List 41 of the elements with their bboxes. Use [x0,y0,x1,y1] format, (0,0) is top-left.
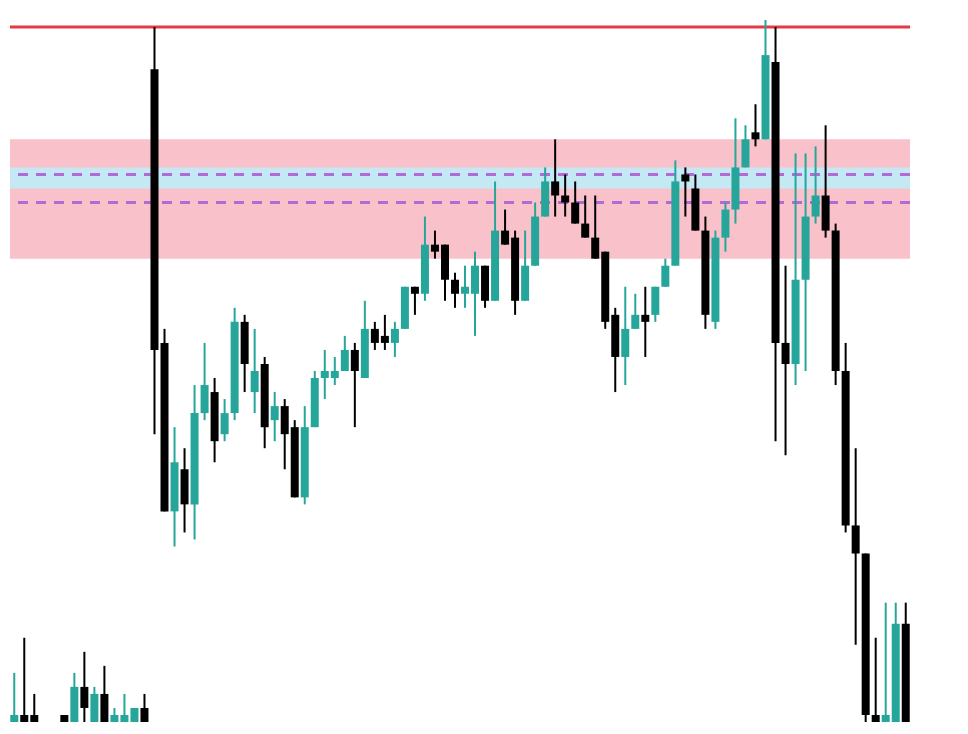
candlestick [821,124,830,239]
candlestick [691,173,700,232]
candlestick [240,313,249,394]
candlestick [631,292,640,330]
candlestick [731,117,740,225]
candlestick [521,229,530,302]
candlestick [571,180,580,225]
candlestick [651,285,660,323]
candlestick [410,285,419,316]
candlestick [781,264,790,457]
candlestick [390,320,399,358]
candlestick [270,391,279,443]
candlestick [641,285,650,358]
candlestick [400,285,409,330]
candlestick [751,103,760,148]
candlestick [561,173,570,218]
candlestick [621,285,630,387]
candlestick [811,145,820,225]
candlestick [551,138,560,218]
candlestick [721,201,730,253]
candlestick [220,398,229,443]
candlestick [450,271,459,309]
candlestick [541,166,550,218]
candlestick [350,341,359,429]
candlestick [681,166,690,218]
candlestick [851,447,860,646]
candlestick [741,124,750,169]
candlestick [70,671,79,723]
candlestick [80,650,89,723]
candlestick [100,664,109,723]
candlestick [871,636,880,723]
candlestick [90,685,99,723]
candlestick [250,327,259,415]
candlestick [10,671,19,723]
candlestick [481,264,490,309]
candlestick [140,692,149,723]
candlestick [581,194,590,239]
candlestick [200,341,209,422]
candlestick [661,257,670,288]
candlestick [340,334,349,372]
candlestick [180,447,189,534]
